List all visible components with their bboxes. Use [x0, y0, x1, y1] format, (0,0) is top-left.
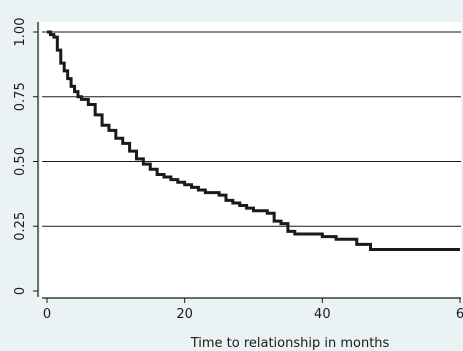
plot-area — [40, 22, 461, 298]
axes: 0 0.25 0.50 0.75 1.00 0 20 40 6 — [13, 18, 463, 322]
x-tick-label-3: 6 — [456, 307, 463, 322]
y-tick-label-2: 0.50 — [13, 147, 28, 176]
y-tick-label-1: 0.25 — [13, 212, 28, 241]
series-layer — [47, 30, 460, 252]
y-tick-label-3: 0.75 — [13, 82, 28, 111]
x-tick-label-1: 20 — [176, 307, 193, 322]
gridlines — [42, 31, 461, 227]
x-tick-label-0: 0 — [43, 307, 51, 322]
survival-curve-0 — [47, 30, 460, 252]
x-axis-label: Time to relationship in months — [190, 336, 390, 351]
y-tick-label-0: 0 — [13, 287, 28, 295]
x-tick-label-2: 40 — [314, 307, 331, 322]
y-tick-label-4: 1.00 — [13, 18, 28, 47]
